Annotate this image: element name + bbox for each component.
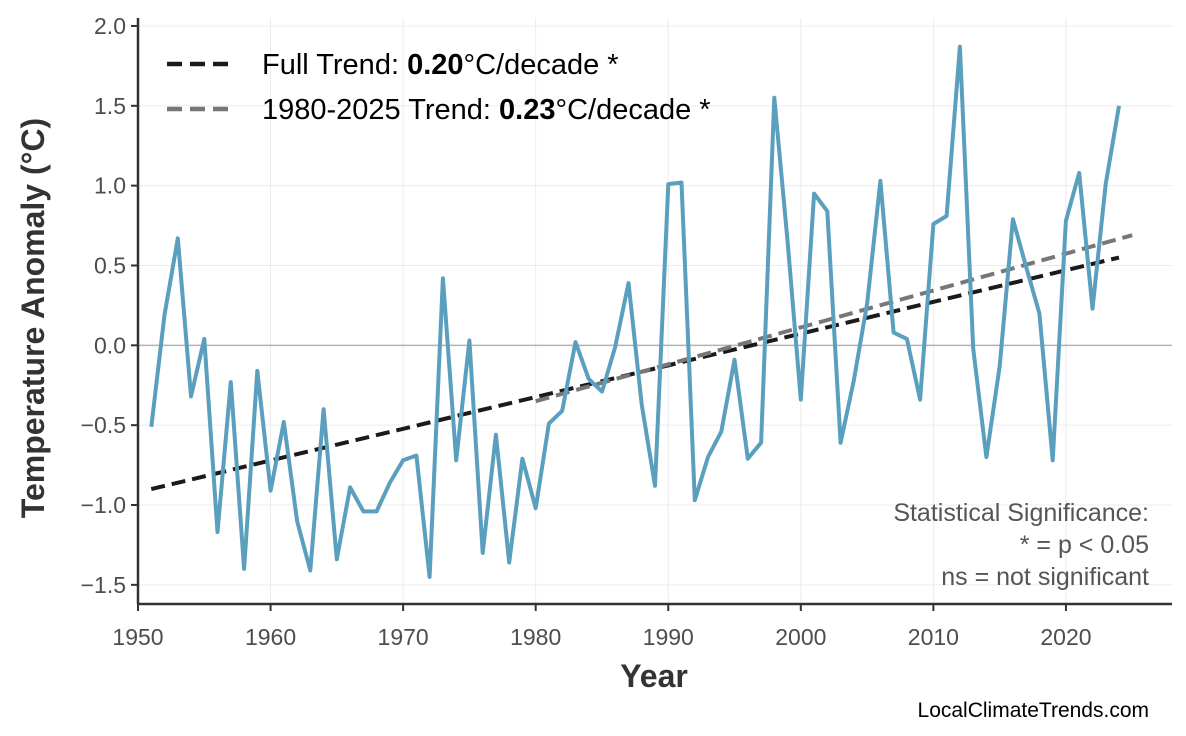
y-tick-label: 0.5 (94, 252, 126, 278)
x-axis-title: Year (620, 658, 688, 694)
credit-text: LocalClimateTrends.com (918, 699, 1149, 722)
x-tick-label: 1990 (643, 624, 694, 650)
x-tick-label: 2020 (1040, 624, 1091, 650)
trend-line-1 (150, 255, 1120, 491)
significance-annotation: Statistical Significance: * = p < 0.05 ns … (893, 499, 1149, 591)
x-tick-label: 1980 (510, 624, 561, 650)
trend-line-2 (535, 233, 1133, 404)
y-axis-title: Temperature Anomaly (°C) (15, 118, 51, 518)
trend-lines (150, 233, 1133, 491)
x-axis-ticks: 1950 1960 1970 1980 1990 2000 2010 2020 (112, 604, 1092, 650)
y-tick-label: 1.0 (94, 173, 126, 199)
y-tick-label: −1.0 (81, 492, 126, 518)
legend: Full Trend: 0.20°C/decade * 1980-2025 Tre… (167, 49, 711, 126)
y-tick-label: −0.5 (81, 412, 126, 438)
y-tick-label: 0.0 (94, 332, 126, 358)
y-tick-label: 1.5 (94, 93, 126, 119)
x-tick-label: 1970 (378, 624, 429, 650)
x-tick-label: 2010 (908, 624, 959, 650)
x-tick-label: 1960 (245, 624, 296, 650)
x-tick-label: 1950 (112, 624, 163, 650)
annotation-line-1: Statistical Significance: (893, 499, 1149, 527)
series-line-anomaly (149, 44, 1121, 579)
legend-entry-2: 1980-2025 Trend: 0.23°C/decade * (262, 94, 711, 126)
y-tick-label: −1.5 (81, 572, 126, 598)
x-tick-label: 2000 (775, 624, 826, 650)
legend-entry-1: Full Trend: 0.20°C/decade * (262, 49, 619, 81)
y-tick-label: 2.0 (94, 13, 126, 39)
annotation-line-3: ns = not significant (941, 563, 1149, 591)
annotation-line-2: * = p < 0.05 (1020, 531, 1149, 559)
y-axis-ticks: −1.5 −1.0 −0.5 0.0 0.5 1.0 1.5 2.0 (81, 13, 138, 598)
